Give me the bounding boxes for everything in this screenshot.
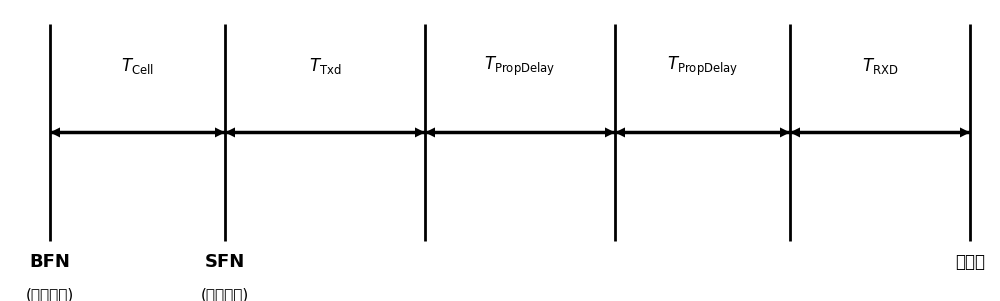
Text: $\mathit{T}_{\rm{Cell}}$: $\mathit{T}_{\rm{Cell}}$	[121, 56, 154, 76]
Text: $\mathit{T}_{\rm{RXD}}$: $\mathit{T}_{\rm{RXD}}$	[862, 56, 898, 76]
Text: $\mathit{T}_{\rm{Txd}}$: $\mathit{T}_{\rm{Txd}}$	[309, 56, 341, 76]
Text: BFN: BFN	[30, 253, 70, 271]
Text: (卫星唯一): (卫星唯一)	[26, 287, 74, 301]
Text: $\mathit{T}_{\rm{PropDelay}}$: $\mathit{T}_{\rm{PropDelay}}$	[484, 54, 556, 78]
Text: 接收端: 接收端	[955, 253, 985, 271]
Text: (波束唯一): (波束唯一)	[201, 287, 249, 301]
Text: $\mathit{T}_{\rm{PropDelay}}$: $\mathit{T}_{\rm{PropDelay}}$	[667, 54, 738, 78]
Text: SFN: SFN	[205, 253, 245, 271]
